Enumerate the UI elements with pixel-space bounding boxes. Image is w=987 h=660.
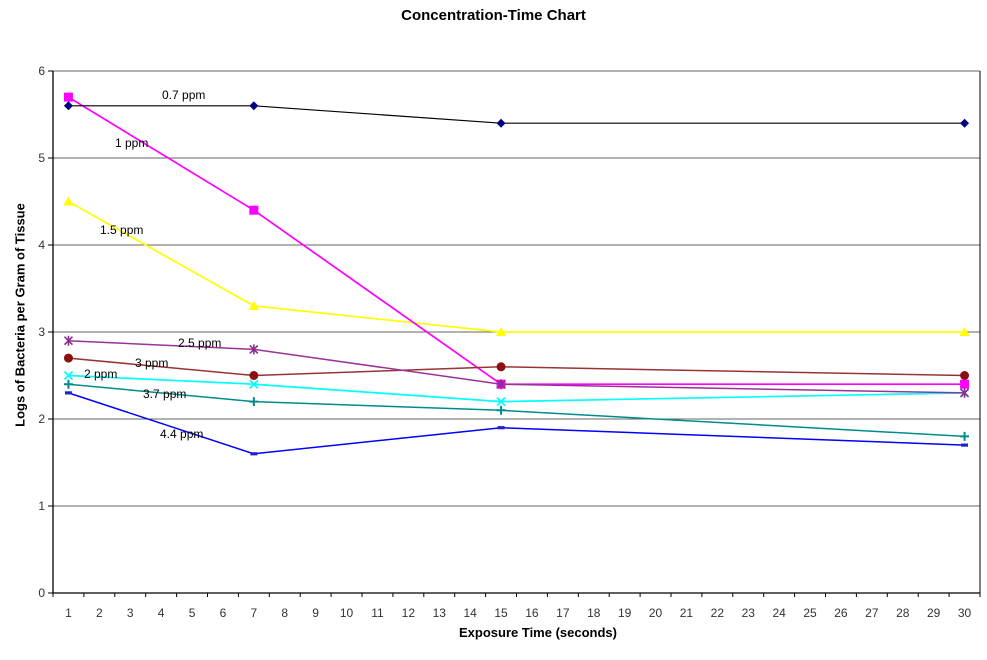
marker-asterisk bbox=[63, 335, 74, 346]
x-tick-label: 18 bbox=[587, 606, 601, 620]
marker-x bbox=[496, 396, 506, 407]
x-tick-label: 30 bbox=[957, 606, 972, 620]
marker-diamond bbox=[960, 118, 970, 128]
series-line-0.7-ppm bbox=[68, 105, 965, 124]
x-tick-label: 5 bbox=[188, 606, 196, 620]
x-tick-label: 28 bbox=[896, 606, 910, 620]
series-line-2-ppm bbox=[68, 374, 965, 403]
x-tick-label: 20 bbox=[648, 606, 663, 620]
x-tick-label: 10 bbox=[339, 606, 354, 620]
marker-triangle bbox=[63, 196, 74, 206]
x-tick-label: 24 bbox=[772, 606, 786, 620]
marker-square bbox=[960, 379, 970, 389]
x-tick-label: 8 bbox=[281, 606, 289, 620]
series-label-2-ppm: 2 ppm bbox=[84, 367, 118, 381]
x-tick-label: 1 bbox=[65, 606, 72, 620]
marker-asterisk bbox=[496, 379, 506, 390]
series-line-1.5-ppm bbox=[68, 200, 965, 333]
series-label-4.4-ppm: 4.4 ppm bbox=[160, 427, 204, 441]
x-tick-label: 27 bbox=[865, 606, 879, 620]
series-label-1-ppm: 1 ppm bbox=[115, 136, 149, 150]
x-tick-label: 22 bbox=[710, 606, 725, 620]
y-tick-label: 0 bbox=[38, 586, 45, 600]
marker-x bbox=[249, 379, 259, 389]
series-line-4.4-ppm bbox=[68, 392, 965, 455]
x-tick-label: 7 bbox=[250, 606, 258, 620]
series-line-3.7-ppm bbox=[68, 383, 965, 438]
x-tick-label: 4 bbox=[157, 606, 165, 620]
x-tick-label: 12 bbox=[401, 606, 416, 620]
marker-plus bbox=[63, 379, 73, 389]
marker-square bbox=[249, 205, 259, 215]
marker-diamond bbox=[249, 101, 259, 111]
y-tick-label: 2 bbox=[38, 412, 45, 426]
y-tick-label: 6 bbox=[38, 64, 45, 78]
series-label-0.7-ppm: 0.7 ppm bbox=[162, 88, 206, 102]
series-line-1-ppm bbox=[68, 96, 965, 386]
marker-x bbox=[63, 370, 74, 381]
y-tick-label: 5 bbox=[38, 151, 45, 165]
x-tick-label: 26 bbox=[834, 606, 848, 620]
x-tick-label: 19 bbox=[617, 606, 632, 620]
marker-dash bbox=[497, 426, 505, 430]
marker-dash bbox=[961, 443, 969, 447]
marker-circle bbox=[960, 371, 970, 380]
marker-diamond bbox=[63, 101, 73, 111]
marker-plus bbox=[496, 405, 506, 415]
x-tick-label: 25 bbox=[803, 606, 817, 620]
series-label-2.5-ppm: 2.5 ppm bbox=[178, 336, 222, 350]
y-tick-label: 3 bbox=[38, 325, 45, 339]
marker-dash bbox=[64, 391, 72, 395]
marker-asterisk bbox=[249, 344, 259, 355]
marker-circle bbox=[63, 353, 73, 363]
marker-plus bbox=[960, 431, 970, 441]
marker-asterisk bbox=[959, 387, 970, 398]
chart-title: Concentration-Time Chart bbox=[401, 7, 586, 24]
series-line-3-ppm bbox=[68, 357, 965, 377]
series-label-3.7-ppm: 3.7 ppm bbox=[143, 387, 187, 401]
x-tick-label: 11 bbox=[371, 606, 384, 620]
series-label-1.5-ppm: 1.5 ppm bbox=[100, 223, 144, 237]
marker-triangle bbox=[248, 300, 260, 310]
marker-circle bbox=[249, 371, 259, 380]
marker-dash bbox=[250, 452, 258, 456]
y-tick-label: 1 bbox=[38, 499, 45, 513]
y-tick-label: 4 bbox=[38, 238, 45, 252]
x-tick-label: 14 bbox=[463, 606, 477, 620]
y-axis-title: Logs of Bacteria per Gram of Tissue bbox=[12, 203, 28, 427]
marker-circle bbox=[496, 362, 506, 372]
x-tick-label: 29 bbox=[926, 606, 941, 620]
series-label-3-ppm: 3 ppm bbox=[135, 356, 169, 370]
x-tick-label: 2 bbox=[96, 606, 103, 620]
x-tick-label: 13 bbox=[432, 606, 446, 620]
marker-plus bbox=[249, 397, 259, 407]
marker-triangle bbox=[959, 327, 970, 336]
x-tick-label: 16 bbox=[525, 606, 539, 620]
marker-square bbox=[63, 92, 73, 102]
x-tick-label: 6 bbox=[219, 606, 227, 620]
x-tick-label: 9 bbox=[312, 606, 319, 620]
x-tick-label: 23 bbox=[741, 606, 755, 620]
x-axis-title: Exposure Time (seconds) bbox=[459, 625, 617, 640]
x-tick-label: 15 bbox=[494, 606, 508, 620]
marker-diamond bbox=[496, 118, 506, 128]
x-tick-label: 3 bbox=[126, 606, 134, 620]
series-line-2.5-ppm bbox=[68, 339, 965, 394]
marker-triangle bbox=[495, 327, 507, 336]
x-tick-label: 17 bbox=[556, 606, 570, 620]
x-tick-label: 21 bbox=[679, 606, 694, 620]
